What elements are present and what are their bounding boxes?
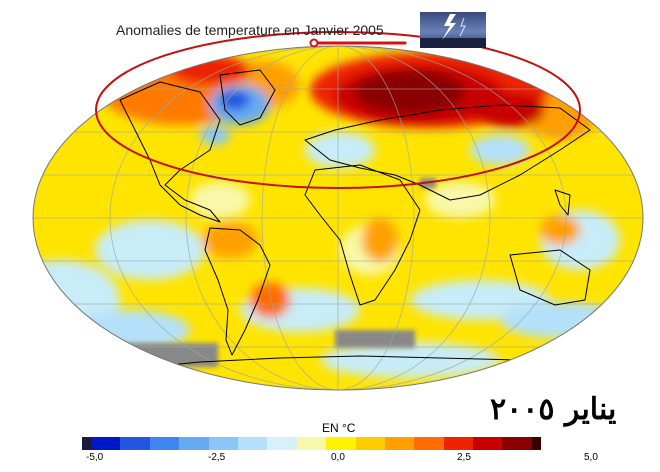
legend-swatch <box>208 437 238 450</box>
arabic-date-caption: يناير ٢٠٠٥ <box>490 392 617 427</box>
globe-outline <box>32 45 644 391</box>
highlight-ellipse <box>95 31 581 189</box>
legend-swatch <box>326 437 356 450</box>
legend-swatch <box>296 437 327 450</box>
legend-swatch <box>91 437 121 450</box>
legend-swatch <box>443 437 474 450</box>
legend-tick: 0,0 <box>331 452 345 463</box>
legend-end-low <box>82 437 91 450</box>
legend-tick: -5,0 <box>86 452 104 463</box>
legend-end-high <box>531 437 541 450</box>
legend-swatch <box>414 437 444 450</box>
legend-swatch <box>384 437 415 450</box>
legend-swatch <box>473 437 503 450</box>
anomaly-map <box>32 31 644 391</box>
legend-swatch <box>120 437 150 450</box>
legend-swatch <box>237 437 268 450</box>
legend-tick: 5,0 <box>584 452 598 463</box>
map-title: Anomalies de temperature en Janvier 2005 <box>116 22 384 38</box>
legend-swatch <box>149 437 180 450</box>
legend-swatch <box>502 437 532 450</box>
unit-label: EN °C <box>322 421 356 435</box>
legend-ticks: -5,0 -2,5 0,0 2,5 5,0 <box>0 452 660 466</box>
legend-tick: 2,5 <box>457 452 471 463</box>
legend-tick: -2,5 <box>208 452 226 463</box>
lightning-photo-icon <box>420 12 486 48</box>
legend-swatch <box>267 437 297 450</box>
legend-swatch <box>355 437 385 450</box>
color-legend <box>82 437 541 450</box>
anomaly-field <box>33 46 643 390</box>
highlight-dot <box>309 38 319 48</box>
legend-swatch <box>179 437 209 450</box>
